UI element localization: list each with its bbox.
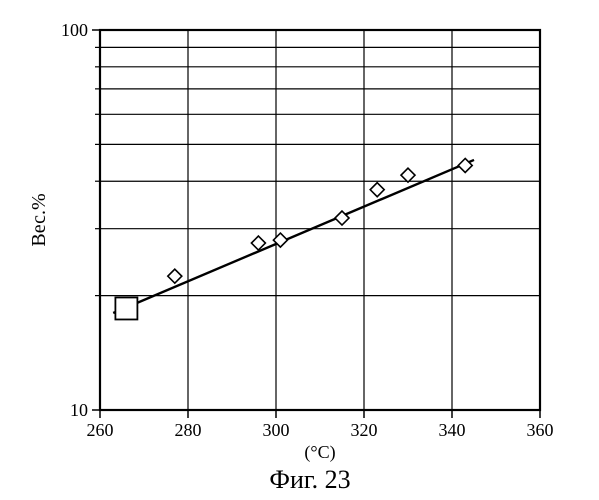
x-tick-label: 320 <box>351 420 378 440</box>
data-point-square <box>115 297 137 319</box>
chart-container: 260 280 300 320 340 360 10 100 (°C) Вес.% Фиг. 23 <box>0 0 599 500</box>
y-axis-label: Вес.% <box>28 193 50 246</box>
x-tick-label: 260 <box>87 420 114 440</box>
x-tick-label: 340 <box>439 420 466 440</box>
x-tick-label: 300 <box>263 420 290 440</box>
x-tick-label: 360 <box>527 420 554 440</box>
y-tick-label: 10 <box>70 400 88 420</box>
chart-svg: 260 280 300 320 340 360 10 100 (°C) Вес.% Фиг. 23 <box>0 0 599 500</box>
y-tick-label: 100 <box>61 20 88 40</box>
figure-caption: Фиг. 23 <box>269 465 350 494</box>
x-axis-label: (°C) <box>304 442 335 463</box>
x-tick-label: 280 <box>175 420 202 440</box>
